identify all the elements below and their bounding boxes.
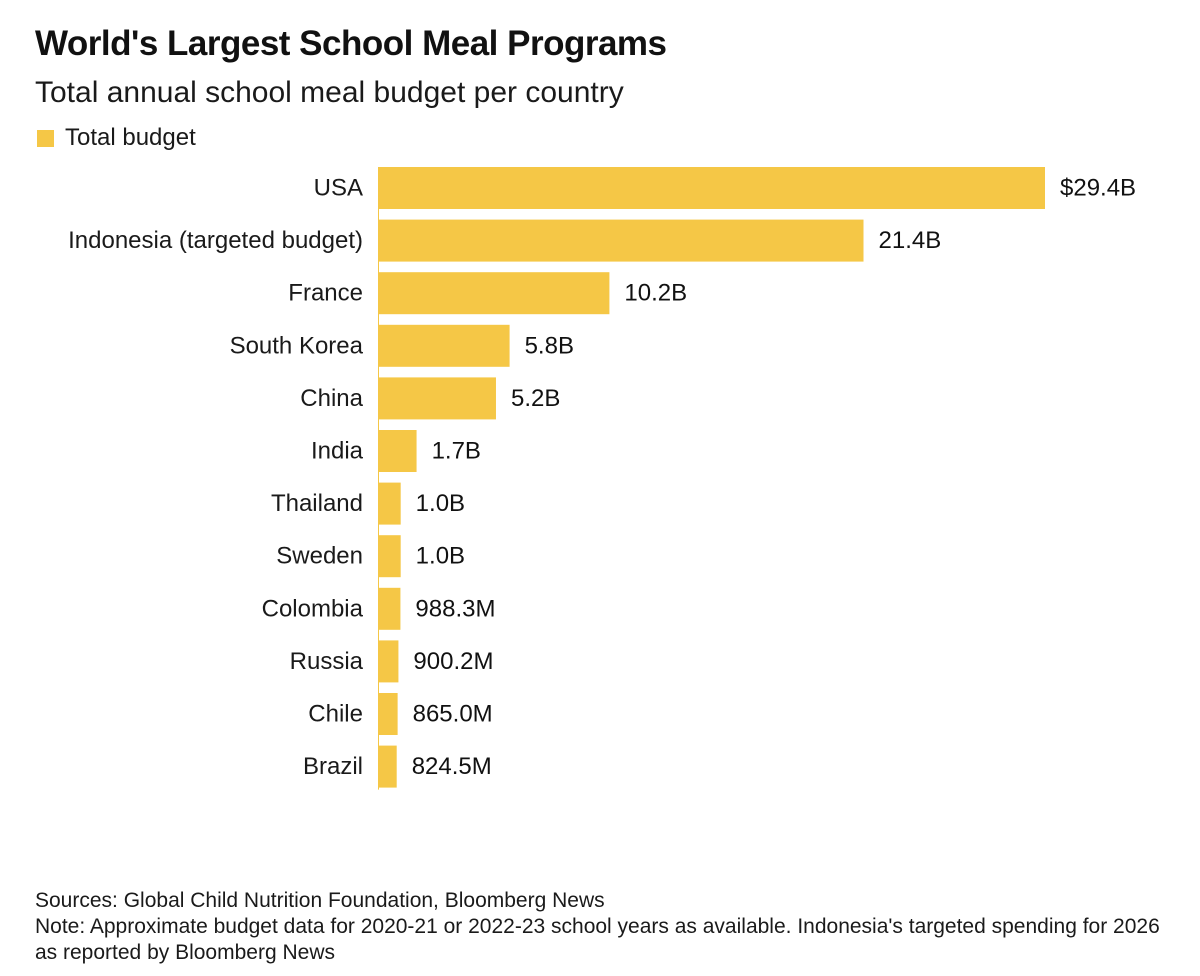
category-label-brazil: Brazil <box>303 753 363 780</box>
value-label-thailand: 1.0B <box>416 490 465 517</box>
footer-note: Note: Approximate budget data for 2020-2… <box>35 915 1160 964</box>
bar-sweden <box>378 535 401 578</box>
value-label-russia: 900.2M <box>413 648 493 675</box>
category-label-south-korea: South Korea <box>230 332 364 359</box>
value-label-china: 5.2B <box>511 385 560 412</box>
bar-thailand <box>378 482 401 525</box>
chart-subtitle: Total annual school meal budget per coun… <box>35 76 624 109</box>
legend-swatch-total-budget <box>37 129 54 147</box>
bar-russia <box>378 640 399 683</box>
bar-china <box>378 377 496 420</box>
category-label-colombia: Colombia <box>262 595 364 622</box>
value-label-brazil: 824.5M <box>412 753 492 780</box>
bar-usa <box>378 167 1045 209</box>
bar-chile <box>378 693 398 735</box>
category-label-chile: Chile <box>308 701 363 728</box>
bar-indonesia-targeted-budget <box>378 219 864 262</box>
chart-footer: Sources: Global Child Nutrition Foundati… <box>35 888 1175 966</box>
category-label-france: France <box>288 280 363 307</box>
bar-india <box>378 430 417 472</box>
category-label-russia: Russia <box>290 648 364 675</box>
value-label-india: 1.7B <box>432 438 481 465</box>
bar-france <box>378 272 610 315</box>
category-label-indonesia-targeted-budget: Indonesia (targeted budget) <box>68 227 363 254</box>
value-label-south-korea: 5.8B <box>525 332 574 359</box>
value-label-usa: $29.4B <box>1060 175 1136 202</box>
chart-legend: Total budget <box>37 124 196 152</box>
value-label-chile: 865.0M <box>413 701 493 728</box>
category-label-usa: USA <box>314 175 363 202</box>
value-label-france: 10.2B <box>624 280 687 307</box>
footer-sources: Sources: Global Child Nutrition Foundati… <box>35 889 605 912</box>
category-label-thailand: Thailand <box>271 490 363 517</box>
value-label-sweden: 1.0B <box>416 543 465 570</box>
category-label-sweden: Sweden <box>276 543 363 570</box>
category-label-india: India <box>311 438 364 465</box>
bar-south-korea <box>378 324 510 367</box>
value-label-colombia: 988.3M <box>415 595 495 622</box>
bar-brazil <box>378 745 397 788</box>
legend-label-total-budget: Total budget <box>65 124 196 151</box>
category-label-china: China <box>300 385 363 412</box>
value-label-indonesia-targeted-budget: 21.4B <box>879 227 942 254</box>
bar-colombia <box>378 587 401 630</box>
chart-title: World's Largest School Meal Programs <box>35 24 667 63</box>
